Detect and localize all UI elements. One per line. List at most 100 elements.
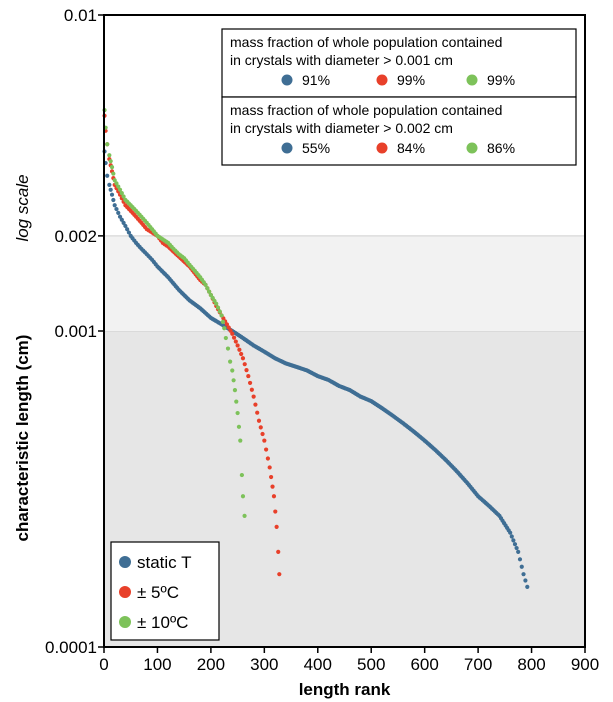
- axis-ticks: 0 100 200 300 400 500 600 700 800 900 0.0001 0.001 0…: [45, 6, 599, 674]
- series-2-point: [242, 513, 247, 518]
- series-2-point: [207, 289, 212, 294]
- legend-swatch: [119, 586, 131, 598]
- series-0-point: [119, 217, 124, 222]
- series-1-point: [244, 368, 249, 373]
- series-1-point: [239, 351, 244, 357]
- series-1-point: [267, 465, 272, 470]
- series-1-point: [269, 474, 274, 480]
- series-2-point: [111, 171, 116, 176]
- series-2-point: [222, 326, 227, 331]
- info-box-value: 84%: [397, 140, 425, 156]
- legend-label: ± 10ºC: [137, 613, 188, 632]
- series-1-point: [276, 549, 281, 554]
- series-0-point: [112, 203, 117, 208]
- series-2-point: [240, 494, 246, 499]
- x-tick-label: 600: [410, 655, 438, 674]
- series-2-point: [228, 359, 233, 364]
- info-box-value: 86%: [487, 140, 515, 156]
- series-0-point: [114, 206, 119, 212]
- info-box-value: 91%: [302, 72, 330, 88]
- series-1-point: [258, 425, 263, 430]
- series-2-point: [236, 424, 242, 429]
- series-2-point: [119, 190, 124, 196]
- series-0-point: [521, 572, 526, 577]
- series-1-point: [249, 387, 254, 392]
- series-2-point: [121, 194, 126, 199]
- series-0-point: [511, 538, 516, 543]
- series-0-point: [123, 223, 128, 229]
- series-0-point: [121, 220, 126, 225]
- series-2-point: [205, 286, 210, 291]
- x-tick-label: 700: [464, 655, 492, 674]
- series-2-point: [235, 410, 240, 416]
- info-box-line2: in crystals with diameter > 0.001 cm: [230, 52, 453, 68]
- series-0-point: [514, 545, 519, 551]
- series-1-point: [240, 356, 246, 361]
- legend-label: static T: [137, 553, 191, 572]
- series-0-point: [508, 530, 513, 535]
- series-0-point: [512, 542, 518, 547]
- series-1-point: [228, 328, 233, 333]
- series-2-point: [225, 346, 231, 351]
- info-box: mass fraction of whole population contai…: [221, 28, 577, 166]
- series-1-point: [230, 331, 235, 336]
- series-1-point: [270, 484, 275, 489]
- series-2-point: [105, 142, 110, 147]
- info-box-panel-1: [221, 96, 577, 166]
- y-axis-scale-note: log scale: [13, 174, 32, 241]
- series-1-point: [256, 418, 262, 423]
- info-box-swatch: [281, 74, 293, 86]
- info-box-line1: mass fraction of whole population contai…: [230, 102, 502, 118]
- series-1-point: [226, 325, 231, 330]
- x-axis-title: length rank: [299, 680, 391, 699]
- y-tick-label: 0.002: [54, 227, 97, 246]
- series-0-point: [125, 227, 130, 232]
- x-tick-label: 400: [304, 655, 332, 674]
- y-tick-label: 0.001: [54, 322, 97, 341]
- series-0-point: [509, 534, 514, 539]
- series-2-point: [114, 181, 119, 186]
- info-box-swatch: [466, 74, 478, 86]
- info-box-value: 99%: [397, 72, 425, 88]
- series-2-point: [231, 378, 236, 383]
- info-box-swatch: [281, 142, 293, 154]
- info-box-line1: mass fraction of whole population contai…: [230, 34, 502, 50]
- series-2-point: [239, 472, 244, 478]
- series-0-point: [109, 192, 115, 197]
- y-tick-label: 0.0001: [45, 638, 97, 657]
- series-1-point: [246, 373, 251, 379]
- series-2-point: [116, 184, 121, 189]
- series-1-point: [262, 438, 267, 443]
- data-points: [102, 108, 530, 589]
- shaded-band-1: [104, 235, 585, 331]
- series-2-point: [108, 159, 113, 164]
- series-0-point: [107, 182, 112, 187]
- x-tick-label: 300: [250, 655, 278, 674]
- x-tick-label: 500: [357, 655, 385, 674]
- series-2-point: [215, 305, 221, 310]
- legend-swatch: [119, 556, 131, 568]
- series-1-point: [271, 494, 277, 499]
- series-1-point: [231, 335, 237, 340]
- info-box-value: 55%: [302, 140, 330, 156]
- series-2-point: [214, 301, 219, 306]
- legend: static T ± 5ºC ± 10ºC: [110, 541, 220, 641]
- info-box-value: 99%: [487, 72, 515, 88]
- legend-label: ± 5ºC: [137, 583, 179, 602]
- x-tick-label: 200: [197, 655, 225, 674]
- series-0-point: [517, 557, 523, 562]
- series-1-point: [233, 339, 238, 344]
- series-0-point: [523, 578, 528, 583]
- series-1-point: [237, 347, 242, 352]
- series-1-point: [247, 380, 253, 386]
- info-box-swatch: [466, 142, 478, 154]
- series-1-point: [251, 394, 256, 399]
- x-tick-label: 0: [99, 655, 108, 674]
- series-2-point: [217, 309, 222, 314]
- legend-swatch: [119, 616, 131, 628]
- series-0-point: [116, 210, 121, 215]
- series-1-point: [265, 456, 270, 461]
- series-2-point: [223, 335, 228, 341]
- series-1-point: [235, 343, 240, 348]
